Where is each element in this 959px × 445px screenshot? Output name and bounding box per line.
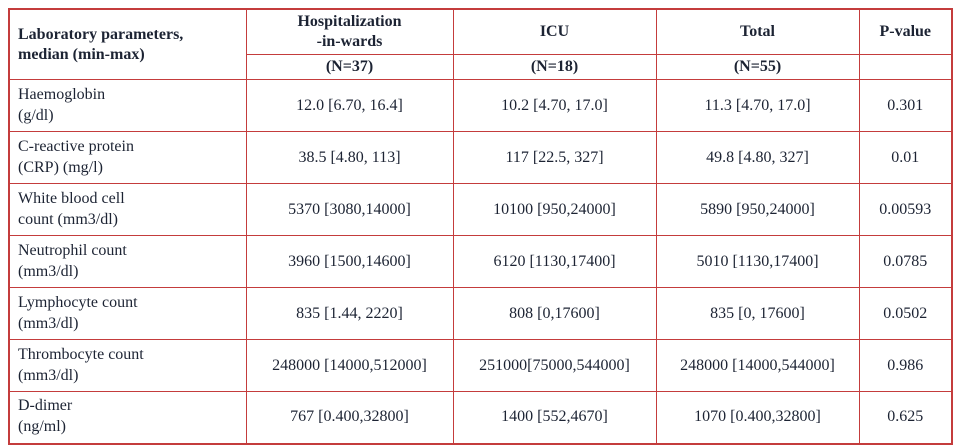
row-label: Thrombocyte count (mm3/dl) [8, 339, 247, 392]
table-row-lymphocyte: Lymphocyte count (mm3/dl) 835 [1.44, 222… [8, 287, 953, 340]
total-value: 835 [0, 17600] [655, 287, 860, 340]
wards-value: 835 [1.44, 2220] [245, 287, 454, 340]
wards-value: 3960 [1500,14600] [245, 235, 454, 288]
wards-value: 12.0 [6.70, 16.4] [245, 79, 454, 132]
table-row-haemoglobin: Haemoglobin (g/dl) 12.0 [6.70, 16.4] 10.… [8, 79, 953, 132]
header-icu: ICU [452, 8, 657, 55]
header-pvalue: P-value [858, 8, 953, 55]
icu-value: 10100 [950,24000] [452, 183, 657, 236]
pvalue-value: 0.625 [858, 391, 953, 444]
icu-value: 251000[75000,544000] [452, 339, 657, 392]
row-label: Lymphocyte count (mm3/dl) [8, 287, 247, 340]
icu-value: 808 [0,17600] [452, 287, 657, 340]
icu-value: 117 [22.5, 327] [452, 131, 657, 184]
table-row-neutrophil: Neutrophil count (mm3/dl) 3960 [1500,146… [8, 235, 953, 288]
header-row-1: Laboratory parameters, median (min-max) … [8, 8, 953, 80]
header-row-2: (N=37) (N=18) (N=55) [9, 54, 953, 80]
header-pvalue-empty [858, 54, 953, 80]
wards-value: 38.5 [4.80, 113] [245, 131, 454, 184]
row-label: C-reactive protein (CRP) (mg/l) [8, 131, 247, 184]
header-n-total: (N=55) [655, 54, 860, 80]
total-value: 1070 [0.400,32800] [655, 391, 860, 444]
header-lab-parameters: Laboratory parameters, median (min-max) [8, 8, 247, 80]
header-hospitalization-in-wards: Hospitalization -in-wards [245, 8, 454, 55]
pvalue-value: 0.301 [858, 79, 953, 132]
lab-parameters-table: Laboratory parameters, median (min-max) … [8, 8, 953, 445]
table-row-thrombocyte: Thrombocyte count (mm3/dl) 248000 [14000… [8, 339, 953, 392]
icu-value: 6120 [1130,17400] [452, 235, 657, 288]
wards-value: 248000 [14000,512000] [245, 339, 454, 392]
table-row-white-blood-cell: White blood cell count (mm3/dl) 5370 [30… [8, 183, 953, 236]
wards-value: 767 [0.400,32800] [245, 391, 454, 444]
row-label: D-dimer (ng/ml) [8, 391, 247, 444]
header-total: Total [655, 8, 860, 55]
total-value: 248000 [14000,544000] [655, 339, 860, 392]
total-value: 5010 [1130,17400] [655, 235, 860, 288]
pvalue-value: 0.0785 [858, 235, 953, 288]
total-value: 11.3 [4.70, 17.0] [655, 79, 860, 132]
icu-value: 1400 [552,4670] [452, 391, 657, 444]
row-label: Haemoglobin (g/dl) [8, 79, 247, 132]
pvalue-value: 0.986 [858, 339, 953, 392]
pvalue-value: 0.0502 [858, 287, 953, 340]
header-n-icu: (N=18) [452, 54, 657, 80]
header-n-wards: (N=37) [245, 54, 454, 80]
pvalue-value: 0.00593 [858, 183, 953, 236]
total-value: 49.8 [4.80, 327] [655, 131, 860, 184]
table-row-crp: C-reactive protein (CRP) (mg/l) 38.5 [4.… [8, 131, 953, 184]
icu-value: 10.2 [4.70, 17.0] [452, 79, 657, 132]
total-value: 5890 [950,24000] [655, 183, 860, 236]
table-row-d-dimer: D-dimer (ng/ml) 767 [0.400,32800] 1400 [… [8, 391, 953, 444]
row-label: White blood cell count (mm3/dl) [8, 183, 247, 236]
wards-value: 5370 [3080,14000] [245, 183, 454, 236]
row-label: Neutrophil count (mm3/dl) [8, 235, 247, 288]
pvalue-value: 0.01 [858, 131, 953, 184]
